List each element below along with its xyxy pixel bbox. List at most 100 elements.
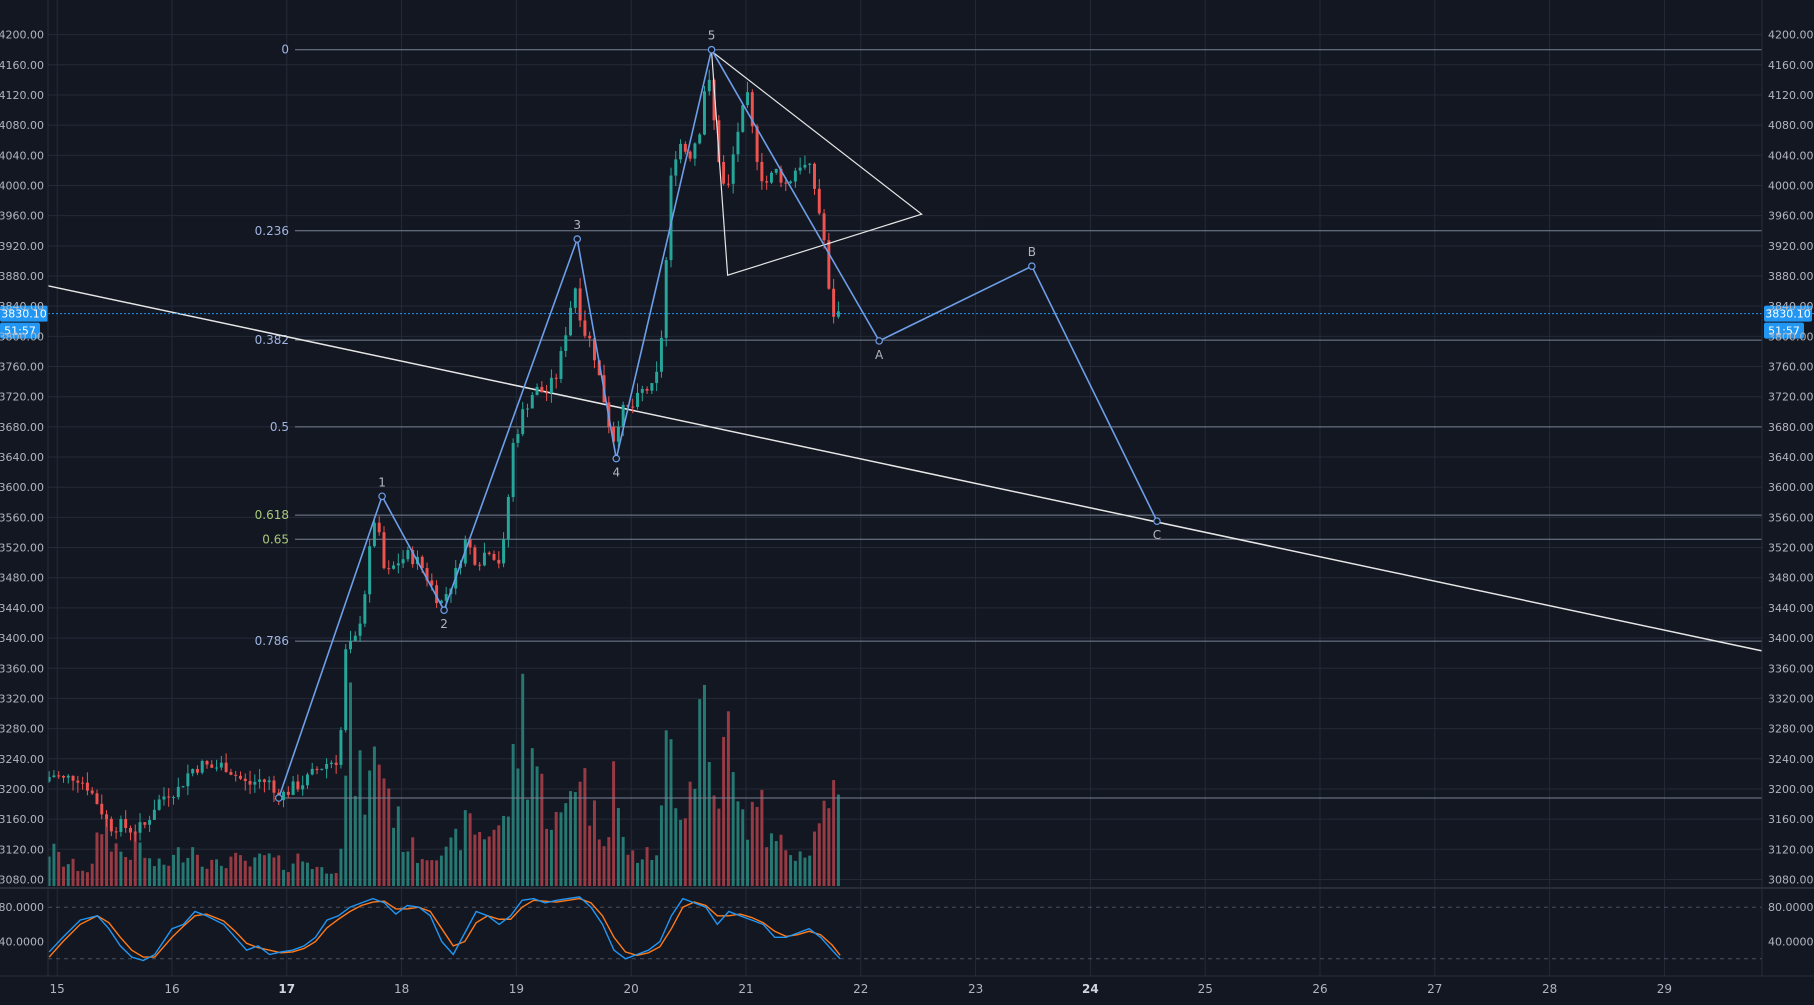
price-tick-right: 3800.00 (1768, 330, 1814, 343)
candle-body (262, 779, 266, 783)
wave-point[interactable] (1153, 517, 1161, 525)
candle-body (707, 79, 711, 92)
volume-bar (119, 851, 123, 886)
volume-bar (463, 810, 467, 886)
volume-bar (836, 794, 840, 886)
fib-label: 0.236 (255, 224, 289, 238)
candle-body (679, 143, 683, 160)
candle-body (396, 563, 400, 566)
price-tick-right: 4080.00 (1768, 119, 1814, 132)
price-tick-left: 3360.00 (0, 662, 44, 675)
volume-bar (109, 851, 113, 886)
volume-bar (468, 813, 472, 886)
candle-body (430, 580, 434, 586)
wave-point[interactable] (440, 606, 448, 614)
price-tick-right: 3480.00 (1768, 572, 1814, 585)
candle-body (597, 360, 601, 376)
volume-bar (545, 828, 549, 886)
volume-bar (616, 808, 620, 886)
price-tick-left: 3960.00 (0, 210, 44, 223)
volume-bar (81, 870, 85, 886)
time-tick: 22 (853, 982, 868, 996)
volume-bar (473, 834, 477, 886)
price-tick-left: 4120.00 (0, 89, 44, 102)
time-tick: 23 (968, 982, 983, 996)
candle-body (793, 170, 797, 182)
wave-point[interactable] (1028, 262, 1036, 271)
time-tick: 24 (1082, 982, 1099, 996)
volume-bar (396, 806, 400, 886)
wave-point[interactable] (274, 794, 283, 802)
volume-bar (645, 847, 649, 886)
candle-body (296, 781, 300, 790)
candle-body (473, 547, 477, 565)
candle-body (85, 782, 89, 791)
price-tick-right: 3080.00 (1768, 873, 1814, 886)
wave-point[interactable] (612, 454, 621, 463)
volume-bar (310, 869, 314, 886)
price-tick-left: 3640.00 (0, 451, 44, 464)
volume-bar (459, 850, 463, 886)
candle-body (200, 761, 204, 773)
candle-body (66, 775, 70, 778)
price-tick-left: 3080.00 (0, 873, 44, 886)
volume-bar (530, 748, 534, 886)
candle-body (765, 181, 769, 183)
volume-bar (506, 816, 510, 886)
candle-body (545, 392, 549, 394)
candle-body (76, 780, 80, 783)
volume-bar (435, 860, 439, 886)
volume-bar (329, 873, 333, 886)
trend-line[interactable] (47, 285, 1763, 652)
wave-label-5: 5 (708, 29, 716, 43)
price-tick-left: 4040.00 (0, 149, 44, 162)
price-badge-label: 3830.10 (1765, 308, 1811, 321)
volume-bar (181, 862, 185, 886)
candle-body (339, 730, 343, 765)
time-tick: 18 (394, 982, 409, 996)
candle-body (702, 91, 706, 135)
stoch-k-line (48, 896, 841, 962)
volume-bar (650, 859, 654, 886)
candle-body (229, 771, 233, 775)
volume-bar (449, 837, 453, 886)
candle-body (592, 338, 596, 361)
candle-body (784, 182, 788, 184)
volume-bar (133, 831, 137, 886)
wave-point[interactable] (875, 337, 883, 345)
wave-point[interactable] (378, 492, 386, 501)
volume-bar (76, 871, 80, 886)
price-tick-right: 4160.00 (1768, 59, 1814, 72)
candle-body (664, 260, 668, 338)
price-badge-label: 3830.10 (1, 308, 47, 321)
candle-body (195, 769, 199, 773)
volume-bar (769, 833, 773, 886)
price-tick-right: 3200.00 (1768, 783, 1814, 796)
elliott-wave[interactable]: 1 2 3 4 5 A B C (274, 29, 1162, 802)
candle-body (669, 175, 673, 261)
price-tick-right: 3240.00 (1768, 753, 1814, 766)
candle-body (148, 819, 152, 825)
volume-bar (631, 850, 635, 886)
volume-bar (607, 837, 611, 886)
candle-body (124, 819, 128, 829)
price-tick-right: 3520.00 (1768, 542, 1814, 555)
price-tick-left: 4160.00 (0, 59, 44, 72)
volume-bar (52, 843, 56, 886)
volume-bar (808, 855, 812, 886)
volume-bar (693, 788, 697, 886)
fibonacci-retracement[interactable]: 0 0.236 0.382 0.5 0.618 0.65 0.786 (255, 43, 1762, 799)
volume-bar (191, 847, 195, 886)
candle-body (329, 762, 333, 765)
volume-bar (286, 872, 290, 886)
volume-bar (239, 855, 242, 886)
wave-point[interactable] (573, 235, 582, 243)
volume-bar (258, 853, 262, 886)
trend-line-group[interactable] (47, 285, 1763, 652)
candle-body (516, 434, 520, 443)
wave-point[interactable] (707, 45, 716, 54)
price-tick-left: 3440.00 (0, 602, 44, 615)
candle-body (286, 791, 290, 795)
